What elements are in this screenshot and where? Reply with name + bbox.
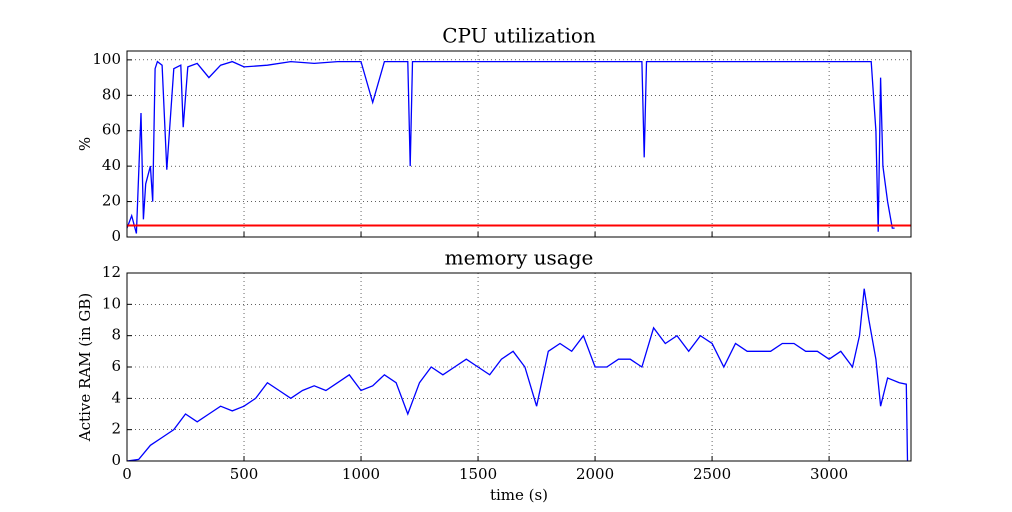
y-tick-label: 8 bbox=[111, 326, 121, 344]
x-tick-label: 0 bbox=[122, 465, 132, 483]
y-tick-label: 12 bbox=[102, 263, 121, 281]
x-tick-label: 3000 bbox=[810, 465, 848, 483]
plot-frame bbox=[126, 272, 912, 462]
y-tick-label: 4 bbox=[111, 388, 121, 406]
x-tick-label: 1000 bbox=[342, 465, 380, 483]
chart-title: memory usage bbox=[445, 246, 594, 270]
x-tick-label: 1500 bbox=[459, 465, 497, 483]
y-tick-label: 60 bbox=[102, 121, 121, 139]
plot-frame bbox=[126, 50, 912, 238]
x-tick-label: 2500 bbox=[693, 465, 731, 483]
y-tick-label: 20 bbox=[102, 192, 121, 210]
y-tick-label: 2 bbox=[111, 420, 121, 438]
y-axis-label: % bbox=[76, 137, 94, 151]
x-axis-label: time (s) bbox=[490, 486, 548, 504]
chart-title: CPU utilization bbox=[442, 24, 596, 48]
y-tick-label: 0 bbox=[111, 227, 121, 245]
y-tick-label: 80 bbox=[102, 85, 121, 103]
data-line bbox=[127, 60, 895, 234]
x-tick-label: 2000 bbox=[576, 465, 614, 483]
y-tick-label: 0 bbox=[111, 451, 121, 469]
y-tick-label: 100 bbox=[92, 50, 121, 68]
y-tick-label: 40 bbox=[102, 156, 121, 174]
y-tick-label: 10 bbox=[102, 294, 121, 312]
panel: 0 20 40 60 80 100 CPU utilization% bbox=[76, 24, 912, 245]
x-tick-label: 500 bbox=[230, 465, 259, 483]
data-line bbox=[127, 288, 909, 461]
y-axis-label: Active RAM (in GB) bbox=[76, 293, 94, 442]
panel: 0 2 4 6 8 10 12 0 500 1000 1500 2000 2500 3000 memory … bbox=[76, 246, 912, 504]
y-tick-label: 6 bbox=[111, 357, 121, 375]
